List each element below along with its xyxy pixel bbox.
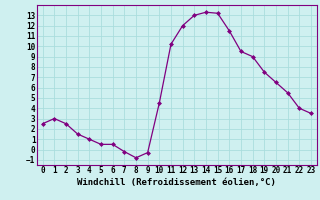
X-axis label: Windchill (Refroidissement éolien,°C): Windchill (Refroidissement éolien,°C) <box>77 178 276 187</box>
